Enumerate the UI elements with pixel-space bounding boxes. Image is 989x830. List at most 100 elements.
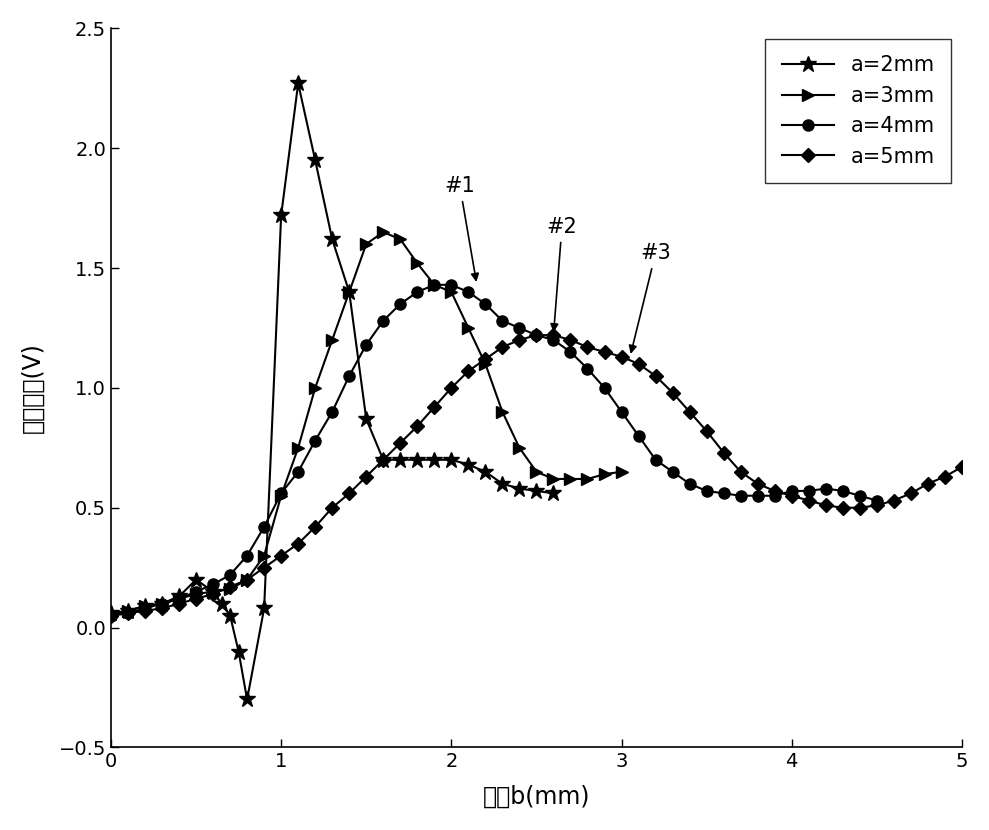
a=4mm <box>326 407 338 417</box>
a=3mm <box>156 598 168 608</box>
a=4mm <box>343 371 355 381</box>
a=4mm <box>854 491 865 500</box>
a=4mm <box>360 339 372 349</box>
a=4mm <box>752 491 764 500</box>
a=4mm <box>480 299 492 309</box>
a=2mm <box>463 460 475 470</box>
Line: a=3mm: a=3mm <box>105 226 628 622</box>
a=4mm <box>768 491 780 500</box>
a=2mm <box>395 455 406 465</box>
a=2mm <box>216 598 227 608</box>
a=4mm <box>445 280 457 290</box>
a=4mm <box>190 587 202 597</box>
a=4mm <box>582 364 593 374</box>
a=4mm <box>871 496 883 505</box>
a=4mm <box>650 455 662 465</box>
a=5mm <box>939 471 950 481</box>
a=2mm <box>139 601 151 611</box>
a=4mm <box>173 593 185 603</box>
a=3mm <box>615 466 627 476</box>
Line: a=5mm: a=5mm <box>106 330 967 621</box>
a=3mm <box>548 474 560 484</box>
a=4mm <box>241 550 253 560</box>
a=4mm <box>700 486 712 496</box>
a=3mm <box>598 469 610 479</box>
a=3mm <box>513 443 525 453</box>
a=3mm <box>190 589 202 599</box>
a=2mm <box>225 611 236 621</box>
a=2mm <box>232 647 244 657</box>
a=3mm <box>582 474 593 484</box>
a=2mm <box>105 608 117 618</box>
a=2mm <box>411 455 423 465</box>
a=3mm <box>292 443 304 453</box>
a=4mm <box>122 608 134 618</box>
a=2mm <box>513 484 525 494</box>
a=3mm <box>207 587 219 597</box>
a=3mm <box>428 280 440 290</box>
Line: a=4mm: a=4mm <box>106 279 882 621</box>
a=3mm <box>395 234 406 244</box>
a=4mm <box>667 466 678 476</box>
a=4mm <box>786 486 798 496</box>
a=2mm <box>258 603 270 613</box>
a=4mm <box>803 486 815 496</box>
a=4mm <box>105 611 117 621</box>
a=4mm <box>735 491 747 500</box>
a=3mm <box>343 287 355 297</box>
a=4mm <box>820 484 832 494</box>
a=4mm <box>225 570 236 580</box>
a=2mm <box>326 234 338 244</box>
a=5mm <box>735 466 747 476</box>
a=2mm <box>122 606 134 616</box>
Text: #3: #3 <box>630 243 671 352</box>
a=4mm <box>513 323 525 333</box>
a=4mm <box>598 383 610 393</box>
a=5mm <box>292 539 304 549</box>
Text: #1: #1 <box>444 176 479 281</box>
a=4mm <box>156 598 168 608</box>
Legend: a=2mm, a=3mm, a=4mm, a=5mm: a=2mm, a=3mm, a=4mm, a=5mm <box>765 39 951 183</box>
a=3mm <box>326 335 338 345</box>
a=2mm <box>207 587 219 597</box>
a=2mm <box>496 479 508 489</box>
a=2mm <box>156 598 168 608</box>
a=5mm <box>530 330 542 340</box>
a=5mm <box>956 462 968 472</box>
a=2mm <box>428 455 440 465</box>
a=4mm <box>395 299 406 309</box>
a=4mm <box>530 330 542 340</box>
a=2mm <box>445 455 457 465</box>
a=2mm <box>530 486 542 496</box>
a=4mm <box>837 486 849 496</box>
a=4mm <box>139 603 151 613</box>
a=2mm <box>190 574 202 584</box>
a=4mm <box>615 407 627 417</box>
a=3mm <box>565 474 577 484</box>
a=4mm <box>718 488 730 498</box>
a=3mm <box>275 491 287 500</box>
a=4mm <box>428 280 440 290</box>
Line: a=2mm: a=2mm <box>103 76 562 708</box>
a=2mm <box>360 414 372 424</box>
a=2mm <box>480 466 492 476</box>
a=3mm <box>122 606 134 616</box>
a=3mm <box>463 323 475 333</box>
a=4mm <box>411 287 423 297</box>
a=2mm <box>275 210 287 220</box>
a=3mm <box>139 601 151 611</box>
a=3mm <box>496 407 508 417</box>
Text: #2: #2 <box>547 217 578 330</box>
a=3mm <box>378 227 390 237</box>
a=3mm <box>360 239 372 249</box>
a=3mm <box>241 574 253 584</box>
a=4mm <box>258 522 270 532</box>
a=2mm <box>343 287 355 297</box>
a=4mm <box>310 436 321 446</box>
a=3mm <box>105 611 117 621</box>
a=4mm <box>207 579 219 589</box>
a=3mm <box>225 584 236 594</box>
Y-axis label: 输出电压(V): 输出电压(V) <box>21 343 45 433</box>
a=3mm <box>173 593 185 603</box>
a=4mm <box>633 431 645 441</box>
